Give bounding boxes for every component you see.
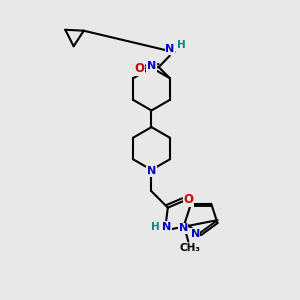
Text: O: O — [184, 193, 194, 206]
Text: H: H — [177, 40, 186, 50]
Text: N: N — [147, 61, 156, 71]
Text: N: N — [162, 222, 171, 232]
Text: N: N — [178, 223, 188, 233]
Text: CH₃: CH₃ — [179, 243, 200, 253]
Text: H: H — [151, 222, 160, 232]
Text: N: N — [147, 167, 156, 176]
Text: O: O — [134, 62, 144, 75]
Text: N: N — [165, 44, 174, 54]
Text: N: N — [190, 229, 200, 238]
